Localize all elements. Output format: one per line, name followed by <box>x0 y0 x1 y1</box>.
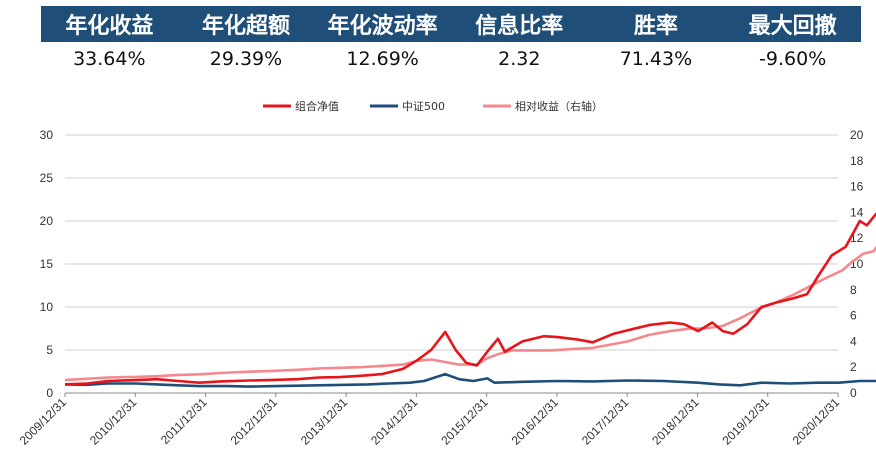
x-tick-label: 2016/12/31 <box>509 395 562 448</box>
y-left-tick-label: 25 <box>40 171 54 185</box>
y-left-tick-label: 5 <box>46 343 53 357</box>
metric-value-annual-return: 33.64% <box>73 48 146 70</box>
x-tick-label: 2017/12/31 <box>579 395 632 448</box>
x-tick-label: 2020/12/31 <box>790 395 843 448</box>
y-right-tick-label: 0 <box>850 386 857 400</box>
metric-value-max-drawdown: -9.60% <box>759 48 827 70</box>
x-tick-label: 2019/12/31 <box>719 395 772 448</box>
y-right-tick-label: 4 <box>850 334 857 348</box>
x-tick-label: 2013/12/31 <box>298 395 351 448</box>
metrics-header-row: 年化收益 年化超额 年化波动率 信息比率 胜率 最大回撤 <box>41 6 861 42</box>
metric-header-max-drawdown: 最大回撤 <box>724 6 861 42</box>
legend-label: 相对收益（右轴） <box>515 99 603 113</box>
x-tick-label: 2015/12/31 <box>438 395 491 448</box>
x-tick-label: 2018/12/31 <box>649 395 702 448</box>
metric-value-volatility: 12.69% <box>346 48 419 70</box>
series-line <box>64 372 876 388</box>
x-tick-label: 2011/12/31 <box>158 395 210 447</box>
metric-header-win-rate: 胜率 <box>587 6 725 42</box>
metric-value-win-rate: 71.43% <box>619 48 693 70</box>
y-right-tick-label: 16 <box>850 180 864 194</box>
x-tick-label: 2012/12/31 <box>228 395 281 448</box>
series-line <box>64 211 876 386</box>
metric-header-annual-excess: 年化超额 <box>177 6 315 42</box>
legend-label: 组合净值 <box>295 99 339 113</box>
y-right-tick-label: 14 <box>850 205 864 219</box>
metrics-value-row: 33.64% 29.39% 12.69% 2.32 71.43% -9.60% <box>41 42 861 76</box>
metric-header-info-ratio: 信息比率 <box>450 6 588 42</box>
y-right-tick-label: 20 <box>850 128 864 142</box>
metric-value-info-ratio: 2.32 <box>498 48 541 70</box>
y-right-tick-label: 18 <box>850 154 864 168</box>
y-left-tick-label: 15 <box>40 257 54 271</box>
y-left-tick-label: 10 <box>40 300 54 314</box>
metric-header-volatility: 年化波动率 <box>314 6 451 42</box>
y-left-tick-label: 0 <box>46 386 53 400</box>
y-left-tick-label: 20 <box>40 214 54 228</box>
metric-header-annual-return: 年化收益 <box>41 6 178 42</box>
metric-value-annual-excess: 29.39% <box>209 48 283 70</box>
legend-label: 中证500 <box>402 100 445 113</box>
y-left-tick-label: 30 <box>40 128 54 142</box>
y-right-tick-label: 2 <box>850 360 857 374</box>
x-tick-label: 2010/12/31 <box>87 395 140 448</box>
metrics-table: 年化收益 年化超额 年化波动率 信息比率 胜率 最大回撤 33.64% 29.3… <box>41 6 861 76</box>
y-right-tick-label: 6 <box>850 309 857 323</box>
x-tick-label: 2014/12/31 <box>368 395 421 448</box>
y-right-tick-label: 8 <box>850 283 857 297</box>
x-tick-label: 2009/12/31 <box>17 395 70 448</box>
